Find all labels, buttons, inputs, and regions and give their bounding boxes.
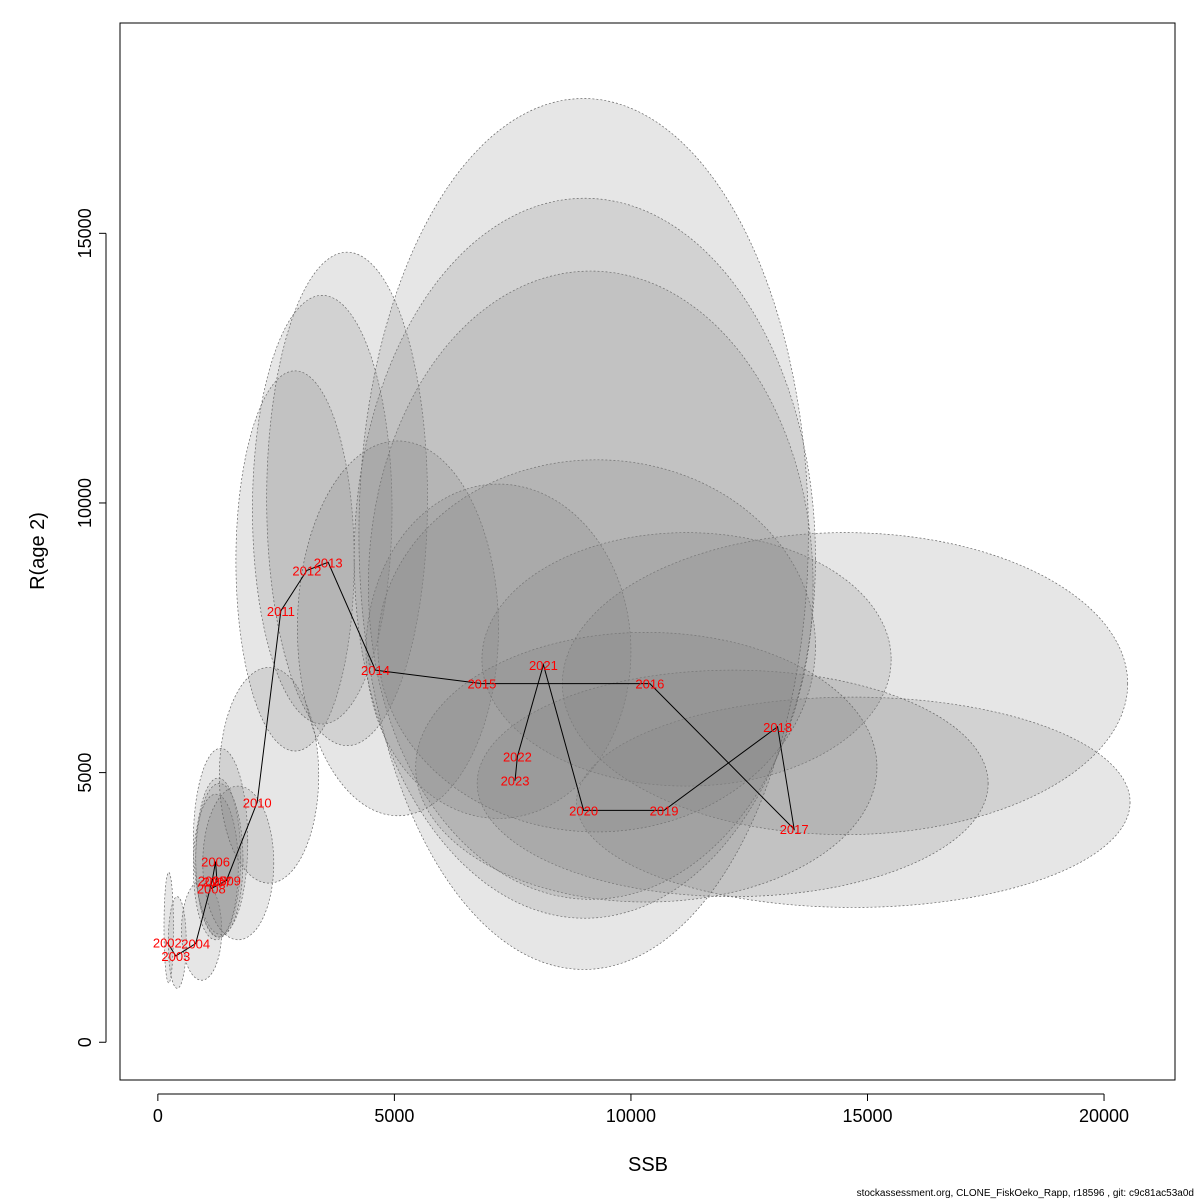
year-label-2006: 2006: [201, 855, 230, 870]
year-label-2022: 2022: [503, 749, 532, 764]
year-label-2014: 2014: [361, 663, 390, 678]
x-tick-label: 10000: [606, 1106, 656, 1126]
confidence-ellipse-2013: [266, 251, 428, 746]
year-label-2018: 2018: [763, 720, 792, 735]
y-axis: 0 5000 10000 15000: [75, 208, 107, 1047]
year-label-2020: 2020: [569, 803, 598, 818]
plot-frame: [119, 22, 1176, 1081]
confidence-ellipse-2006: [192, 747, 249, 935]
x-tick-label: 20000: [1079, 1106, 1129, 1126]
year-label-2017: 2017: [780, 822, 809, 837]
confidence-ellipse-2015: [365, 483, 632, 819]
confidence-ellipse-2002: [163, 872, 174, 984]
confidence-ellipse-2019: [476, 669, 989, 897]
year-label-2015: 2015: [467, 677, 496, 692]
confidence-ellipse-2005: [195, 777, 241, 938]
year-label-2009: 2009: [212, 873, 241, 888]
confidence-ellipse-2010: [218, 667, 320, 884]
year-label-2004: 2004: [181, 937, 210, 952]
y-tick-label: 15000: [75, 208, 95, 258]
year-label-2013: 2013: [314, 555, 343, 570]
year-label-2021: 2021: [529, 658, 558, 673]
year-label-2016: 2016: [635, 677, 664, 692]
year-label-2008: 2008: [197, 882, 226, 897]
confidence-ellipse-2011: [235, 370, 355, 752]
confidence-ellipse-extra-22: [358, 98, 809, 970]
confidence-ellipse-2014: [297, 440, 499, 817]
year-label-2005: 2005: [198, 873, 227, 888]
x-tick-label: 5000: [374, 1106, 414, 1126]
y-tick-label: 10000: [75, 478, 95, 528]
x-tick-label: 0: [153, 1106, 163, 1126]
confidence-ellipse-2009: [202, 785, 275, 941]
year-label-2003: 2003: [161, 949, 190, 964]
confidence-ellipses: [163, 98, 1131, 989]
confidence-ellipse-2022: [368, 270, 814, 900]
year-label-2011: 2011: [267, 604, 295, 619]
trajectory-line: [166, 561, 795, 957]
footer-caption: stockassessment.org, CLONE_FiskOeko_Rapp…: [857, 1188, 1194, 1199]
year-label-2019: 2019: [650, 803, 679, 818]
confidence-ellipse-2004: [181, 880, 223, 981]
year-label-2012: 2012: [292, 563, 321, 578]
x-tick-label: 15000: [842, 1106, 892, 1126]
y-tick-label: 5000: [75, 753, 95, 793]
confidence-ellipse-2020: [415, 632, 878, 903]
year-label-2007: 2007: [203, 875, 232, 890]
confidence-ellipse-2021: [377, 459, 816, 833]
x-axis: 0 5000 10000 15000 20000: [153, 1093, 1129, 1126]
year-label-2010: 2010: [243, 795, 272, 810]
y-axis-title: R(age 2): [27, 512, 49, 590]
y-tick-label: 0: [75, 1037, 95, 1047]
confidence-ellipse-2023: [353, 197, 816, 919]
year-label-2002: 2002: [153, 935, 182, 950]
confidence-ellipse-2016: [481, 532, 892, 787]
year-label-2023: 2023: [501, 774, 530, 789]
x-axis-title: SSB: [628, 1154, 668, 1176]
trajectory: [166, 561, 795, 957]
confidence-ellipse-2012: [252, 294, 393, 725]
